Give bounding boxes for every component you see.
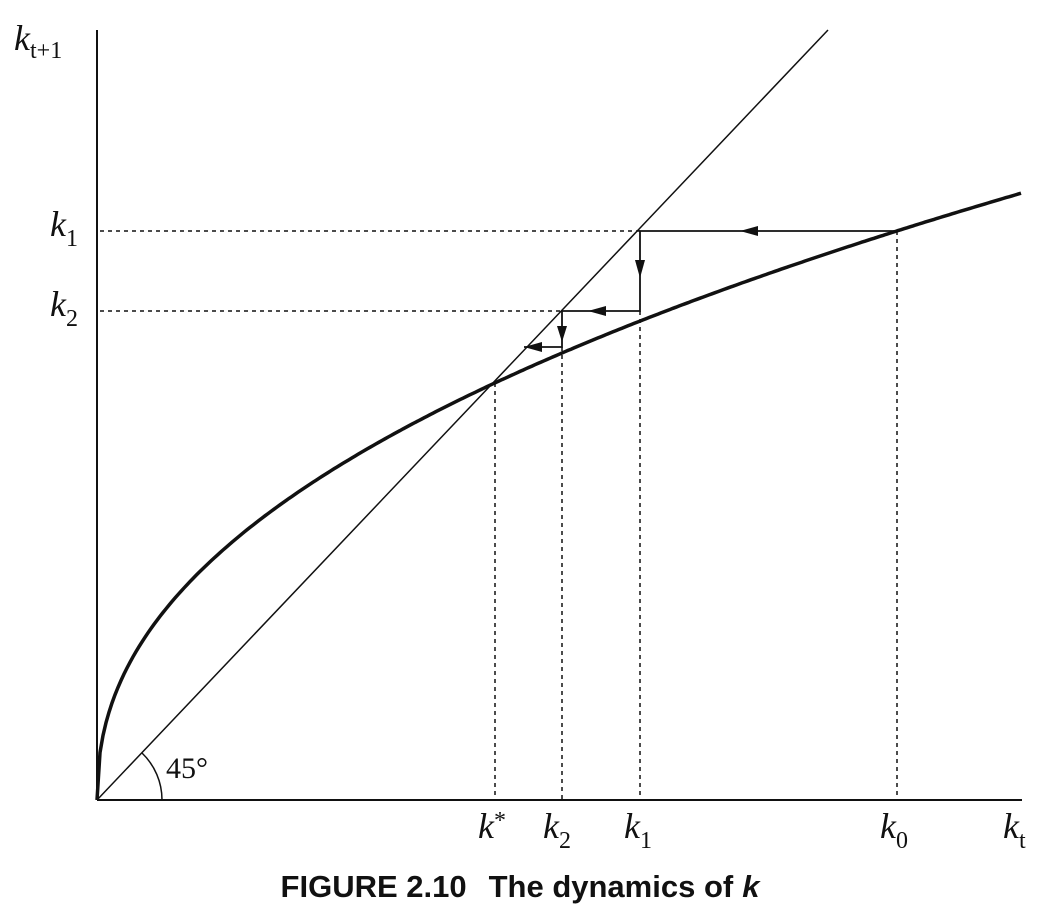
y-label: k2 [50, 284, 78, 332]
arrowheads [524, 226, 758, 352]
angle-arc [141, 752, 163, 801]
caption: FIGURE 2.10 The dynamics of k [281, 869, 762, 904]
guide-lines [100, 230, 898, 800]
x-label: k2 [543, 806, 571, 854]
y-axis-label: kt+1 [14, 18, 62, 64]
y-label: k1 [50, 204, 78, 252]
x-label: k1 [624, 806, 652, 854]
production-curve [95, 191, 1022, 801]
diagonal-line [96, 29, 829, 801]
x-axis-label: kt [1003, 806, 1026, 854]
x-label: k0 [880, 806, 908, 854]
angle-label: 45° [166, 752, 208, 785]
x-label: k* [478, 806, 506, 846]
